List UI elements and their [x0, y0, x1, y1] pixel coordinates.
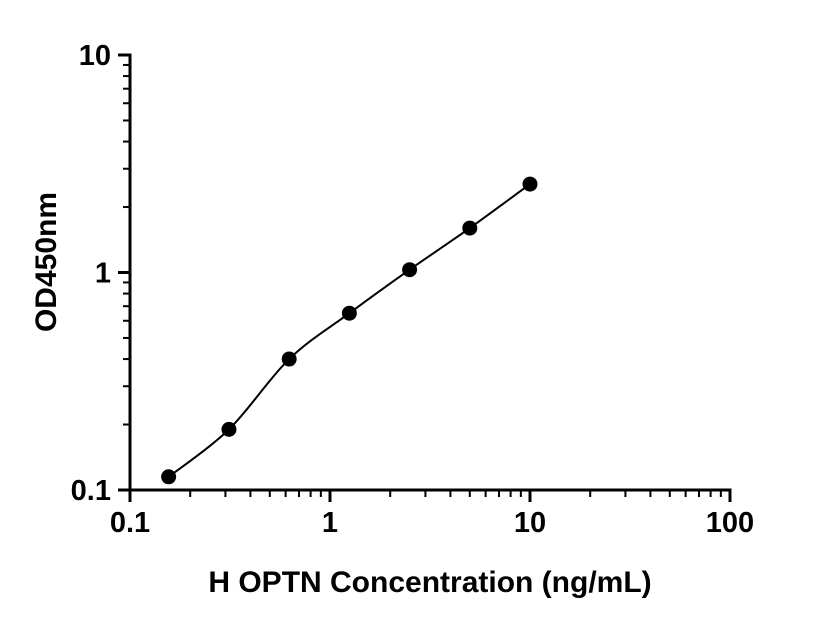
data-point-marker	[402, 262, 418, 278]
x-tick-label: 0.1	[110, 507, 150, 539]
data-point-marker	[462, 220, 478, 236]
y-tick-label: 10	[79, 40, 111, 72]
data-point-marker	[221, 421, 237, 437]
x-tick-label: 1	[322, 507, 338, 539]
y-tick-label: 0.1	[71, 475, 111, 507]
x-tick-label: 10	[514, 507, 546, 539]
data-point-marker	[281, 351, 297, 367]
y-tick-label: 1	[95, 258, 111, 290]
data-point-marker	[341, 305, 357, 321]
y-axis-title: OD450nm	[30, 191, 63, 333]
x-tick-label: 100	[706, 507, 754, 539]
x-axis-title: H OPTN Concentration (ng/mL)	[208, 566, 652, 599]
data-point-marker	[161, 469, 177, 485]
data-point-marker	[522, 176, 538, 192]
